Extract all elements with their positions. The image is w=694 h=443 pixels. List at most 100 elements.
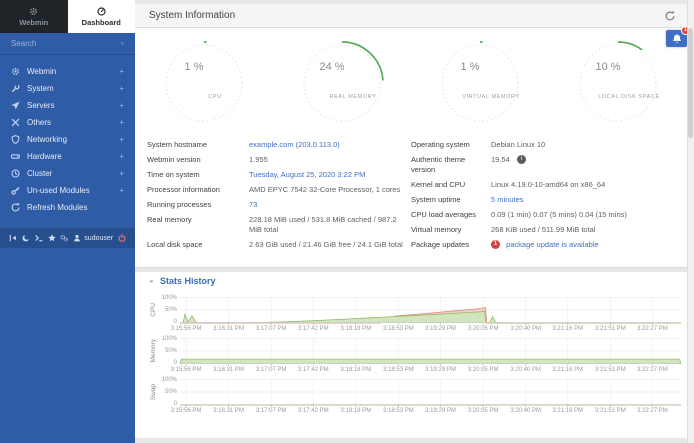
y-tick-label: 100%: [161, 377, 177, 383]
info-value-cell: Linux 4.19.0-10-amd64 on x86_64: [491, 180, 675, 190]
info-icon[interactable]: i: [516, 154, 526, 164]
sidebar-item-label: Refresh Modules: [27, 203, 88, 212]
x-tick-label: 3:20:05 PM: [467, 326, 499, 332]
stats-charts: CPU 100% 50% 0 3:15:56 PM 3:16:31 PM 3:17:07…: [135, 290, 687, 415]
info-value-link[interactable]: example.com (203.0.113.0): [249, 139, 340, 149]
main-area: System Information 1 % CPU 24 % REAL MEM…: [135, 0, 687, 443]
tab-webmin[interactable]: Webmin: [0, 0, 68, 33]
info-value: Debian Linux 10: [491, 139, 546, 149]
x-tick-label: 3:20:40 PM: [510, 326, 542, 332]
y-tick-label: 50%: [164, 348, 177, 354]
sidebar-item-servers[interactable]: Servers +: [0, 97, 135, 114]
info-value-link[interactable]: Tuesday, August 25, 2020 3:22 PM: [249, 169, 366, 179]
x-tick-label: 3:18:18 PM: [340, 408, 372, 414]
info-value-link[interactable]: 73: [249, 199, 258, 209]
info-value: 228.18 MiB used / 531.8 MiB cached / 987…: [249, 214, 397, 234]
info-value-link[interactable]: package update is available: [506, 239, 599, 249]
gauge-row: 1 % CPU 24 % REAL MEMORY 1 % VIRTUAL MEM…: [135, 28, 687, 133]
tab-dashboard[interactable]: Dashboard: [67, 0, 135, 33]
x-tick-label: 3:22:27 PM: [637, 367, 668, 373]
expand-icon: +: [119, 83, 124, 93]
x-tick-label: 3:18:18 PM: [340, 367, 372, 373]
info-row-package-updates: Package updates 1 package update is avai…: [411, 237, 675, 252]
x-tick-label: 3:19:29 PM: [425, 408, 456, 414]
chevron-down-icon: [148, 278, 155, 285]
expand-icon: +: [119, 151, 124, 161]
sidebar-item-cluster[interactable]: Cluster +: [0, 165, 135, 182]
info-value-cell: 5 minutes: [491, 195, 675, 205]
x-tick-label: 3:22:27 PM: [637, 408, 668, 414]
sidebar-item-webmin[interactable]: Webmin +: [0, 63, 135, 80]
stats-chart-cpu: CPU 100% 50% 0 3:15:56 PM 3:16:31 PM 3:17:07…: [148, 295, 681, 333]
info-value-cell: 73: [249, 200, 411, 210]
logout-button[interactable]: [118, 234, 126, 242]
x-tick-label: 3:21:16 PM: [552, 326, 584, 332]
info-label: Operating system: [411, 139, 470, 149]
sidebar-item-label: Cluster: [27, 169, 53, 178]
night-mode-button[interactable]: [22, 234, 30, 242]
expand-icon: +: [119, 66, 124, 76]
sidebar-item-networking[interactable]: Networking +: [0, 131, 135, 148]
x-tick-label: 3:17:07 PM: [255, 326, 287, 332]
gauge-label: LOCAL DISK SPACE: [598, 94, 660, 100]
gauge-value: 10 %: [595, 61, 620, 73]
expand-icon: +: [119, 117, 124, 127]
hdd-icon: [11, 152, 20, 161]
stats-chart-plot-cpu: [180, 297, 681, 325]
sidebar-item-un-used-modules[interactable]: Un-used Modules +: [0, 182, 135, 199]
user-button[interactable]: sudouser: [73, 234, 113, 242]
notification-bell-button[interactable]: 1: [666, 26, 690, 47]
sidebar-item-label: Hardware: [27, 152, 62, 161]
sidebar-tabs: Webmin Dashboard: [0, 0, 135, 33]
info-label: CPU load averages: [411, 209, 477, 219]
gauge-value: 1 %: [461, 61, 480, 73]
sidebar-item-refresh-modules[interactable]: Refresh Modules: [0, 199, 135, 216]
info-label: Local disk space: [147, 239, 203, 249]
info-row-system-hostname: System hostname example.com (203.0.113.0…: [147, 137, 411, 152]
x-tick-label: 3:15:56 PM: [170, 326, 202, 332]
stats-chart-plot-swap: [180, 379, 681, 407]
terminal-button[interactable]: [34, 234, 43, 242]
gauge-cpu: 1 % CPU: [162, 41, 246, 125]
x-tick-label: 3:20:40 PM: [510, 408, 542, 414]
sidebar-item-hardware[interactable]: Hardware +: [0, 148, 135, 165]
x-tick-label: 3:17:07 PM: [255, 408, 287, 414]
key-icon: [11, 186, 20, 195]
x-tick-label: 3:19:29 PM: [425, 367, 456, 373]
info-row-kernel-and-cpu: Kernel and CPU Linux 4.19.0-10-amd64 on …: [411, 177, 675, 192]
sidebar-item-system[interactable]: System +: [0, 80, 135, 97]
y-tick-label: 50%: [164, 389, 177, 395]
x-tick-label: 3:17:42 PM: [297, 408, 329, 414]
info-value-cell: 1.955: [249, 155, 411, 165]
info-row-processor-information: Processor information AMD EPYC 7542 32-C…: [147, 182, 411, 197]
info-label: Processor information: [147, 184, 220, 194]
refresh-icon[interactable]: [665, 10, 675, 21]
sidebar-item-label: Webmin: [27, 67, 57, 76]
favorites-button[interactable]: [47, 234, 56, 242]
sidebar: Webmin Dashboard Webmin + System + Serve…: [0, 0, 135, 443]
power-icon: [118, 234, 126, 242]
x-tick-label: 3:18:53 PM: [383, 408, 414, 414]
x-tick-label: 3:21:51 PM: [595, 367, 626, 373]
collapse-sidebar-button[interactable]: [9, 234, 17, 242]
info-value-link[interactable]: 5 minutes: [491, 194, 524, 204]
info-value-cell: 2.63 GiB used / 21.46 GiB free / 24.1 Gi…: [249, 240, 411, 250]
scrollbar[interactable]: [687, 0, 694, 443]
y-tick-label: 0: [173, 360, 177, 366]
scrollbar-thumb[interactable]: [688, 28, 693, 138]
info-value: 268 KiB used / 511.99 MiB total: [491, 224, 596, 234]
chart-axis-title: Memory: [149, 339, 157, 363]
stats-history-header[interactable]: Stats History: [135, 272, 687, 290]
gears-icon: [60, 234, 69, 242]
search-input[interactable]: [11, 39, 121, 48]
refresh-icon: [11, 203, 20, 212]
info-row-local-disk-space: Local disk space 2.63 GiB used / 21.46 G…: [147, 237, 411, 252]
x-tick-label: 3:20:40 PM: [510, 367, 542, 373]
info-label: Virtual memory: [411, 224, 462, 234]
username-label: sudouser: [84, 234, 114, 242]
sidebar-item-others[interactable]: Others +: [0, 114, 135, 131]
info-label: Time on system: [147, 169, 200, 179]
x-tick-label: 3:18:18 PM: [340, 326, 372, 332]
settings-button[interactable]: [60, 234, 69, 242]
x-tick-label: 3:17:42 PM: [297, 367, 329, 373]
